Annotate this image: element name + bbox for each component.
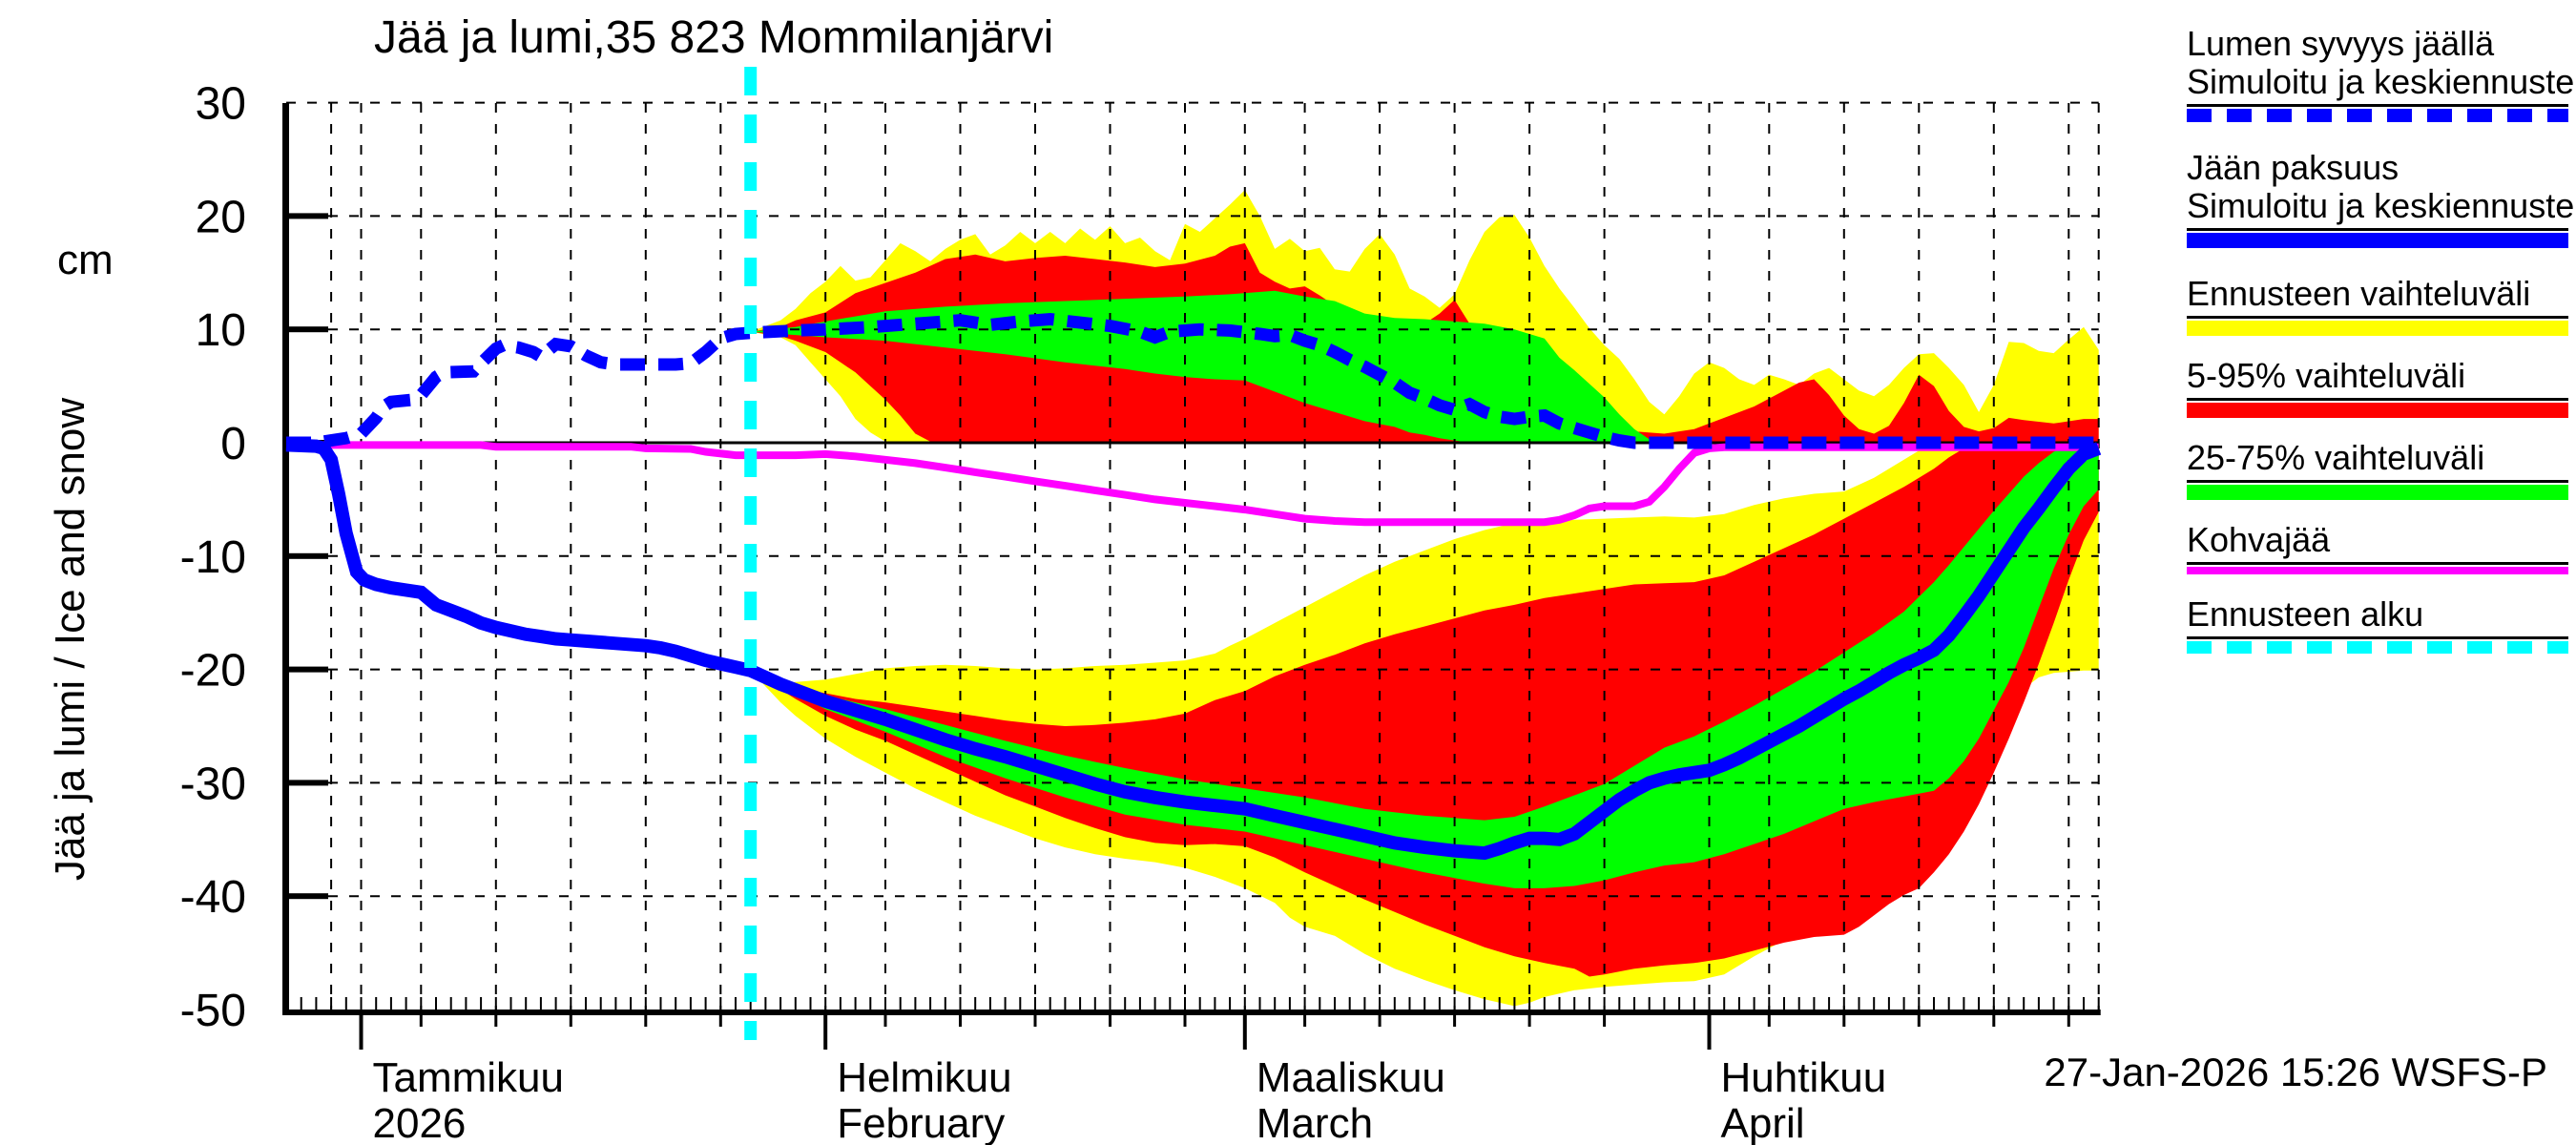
month-label: Maaliskuu <box>1257 1054 1445 1101</box>
legend-item: 25-75% vaihteluväli <box>2187 439 2568 500</box>
page-title: Jää ja lumi,35 823 Mommilanjärvi <box>374 12 1054 63</box>
legend-item: Ennusteen alku <box>2187 595 2568 654</box>
legend-item: Jään paksuus Simuloitu ja keskiennuste <box>2187 148 2575 248</box>
legend-rule <box>2187 104 2568 107</box>
y-axis-spine <box>282 103 289 1013</box>
y-axis-tick <box>286 213 328 219</box>
y-axis-tick <box>286 666 328 673</box>
month-label: Huhtikuu <box>1721 1054 1887 1101</box>
month-sublabel: 2026 <box>373 1100 467 1145</box>
legend-rule <box>2187 398 2568 401</box>
legend: Lumen syvyys jäällä Simuloitu ja keskienn… <box>2187 24 2575 675</box>
y-tick-label: -10 <box>180 532 246 583</box>
legend-item: Kohvajää <box>2187 521 2568 574</box>
y-tick-label: -50 <box>180 986 246 1036</box>
x-axis-spine <box>282 1010 2101 1015</box>
legend-label: Kohvajää <box>2187 520 2331 559</box>
legend-item: Lumen syvyys jäällä Simuloitu ja keskienn… <box>2187 24 2575 122</box>
legend-rule <box>2187 228 2568 231</box>
y-axis-tick <box>286 552 328 559</box>
ice_red-band <box>750 443 2099 977</box>
legend-item: 5-95% vaihteluväli <box>2187 357 2568 418</box>
y-axis-tick <box>286 326 328 333</box>
y-axis-tick <box>286 780 328 786</box>
legend-swatch-dashed <box>2187 641 2568 654</box>
legend-label: Ennusteen alku <box>2187 594 2424 634</box>
legend-item: Ennusteen vaihteluväli <box>2187 275 2568 336</box>
legend-swatch-dashed <box>2187 109 2568 122</box>
y-axis-unit-label: cm <box>57 237 114 283</box>
legend-swatch-solid <box>2187 485 2568 500</box>
legend-swatch-solid <box>2187 233 2568 248</box>
month-sublabel: April <box>1721 1100 1805 1145</box>
y-tick-label: -40 <box>180 872 246 923</box>
month-label: Tammikuu <box>373 1054 565 1101</box>
y-tick-label: 10 <box>196 305 246 356</box>
month-sublabel: February <box>837 1100 1005 1145</box>
y-tick-label: -20 <box>180 646 246 697</box>
y-tick-label: 20 <box>196 192 246 242</box>
legend-label: 5-95% vaihteluväli <box>2187 356 2466 395</box>
y-axis-label: Jää ja lumi / Ice and snow <box>47 397 93 882</box>
y-tick-label: 0 <box>220 419 246 469</box>
legend-label: Lumen syvyys jäällä <box>2187 24 2495 63</box>
footer-timestamp: 27-Jan-2026 15:26 WSFS-P <box>2044 1050 2547 1094</box>
legend-label: Jään paksuus <box>2187 148 2399 187</box>
y-tick-label: 30 <box>196 79 246 130</box>
snow-depth-line <box>286 312 2099 449</box>
legend-label: Ennusteen vaihteluväli <box>2187 274 2531 313</box>
legend-label: 25-75% vaihteluväli <box>2187 438 2485 477</box>
legend-swatch-solid <box>2187 567 2568 574</box>
legend-swatch-solid <box>2187 403 2568 418</box>
legend-swatch-solid <box>2187 321 2568 336</box>
month-sublabel: March <box>1257 1100 1373 1145</box>
y-axis-tick <box>286 893 328 900</box>
legend-rule <box>2187 480 2568 483</box>
legend-rule <box>2187 316 2568 319</box>
month-label: Helmikuu <box>837 1054 1011 1101</box>
legend-rule <box>2187 562 2568 565</box>
kohvajaa-line <box>286 441 2099 527</box>
legend-rule <box>2187 636 2568 639</box>
legend-label: Simuloitu ja keskiennuste <box>2187 186 2575 225</box>
legend-label: Simuloitu ja keskiennuste <box>2187 62 2575 101</box>
ice-thickness-line <box>285 438 2102 861</box>
y-tick-label: -30 <box>180 759 246 809</box>
